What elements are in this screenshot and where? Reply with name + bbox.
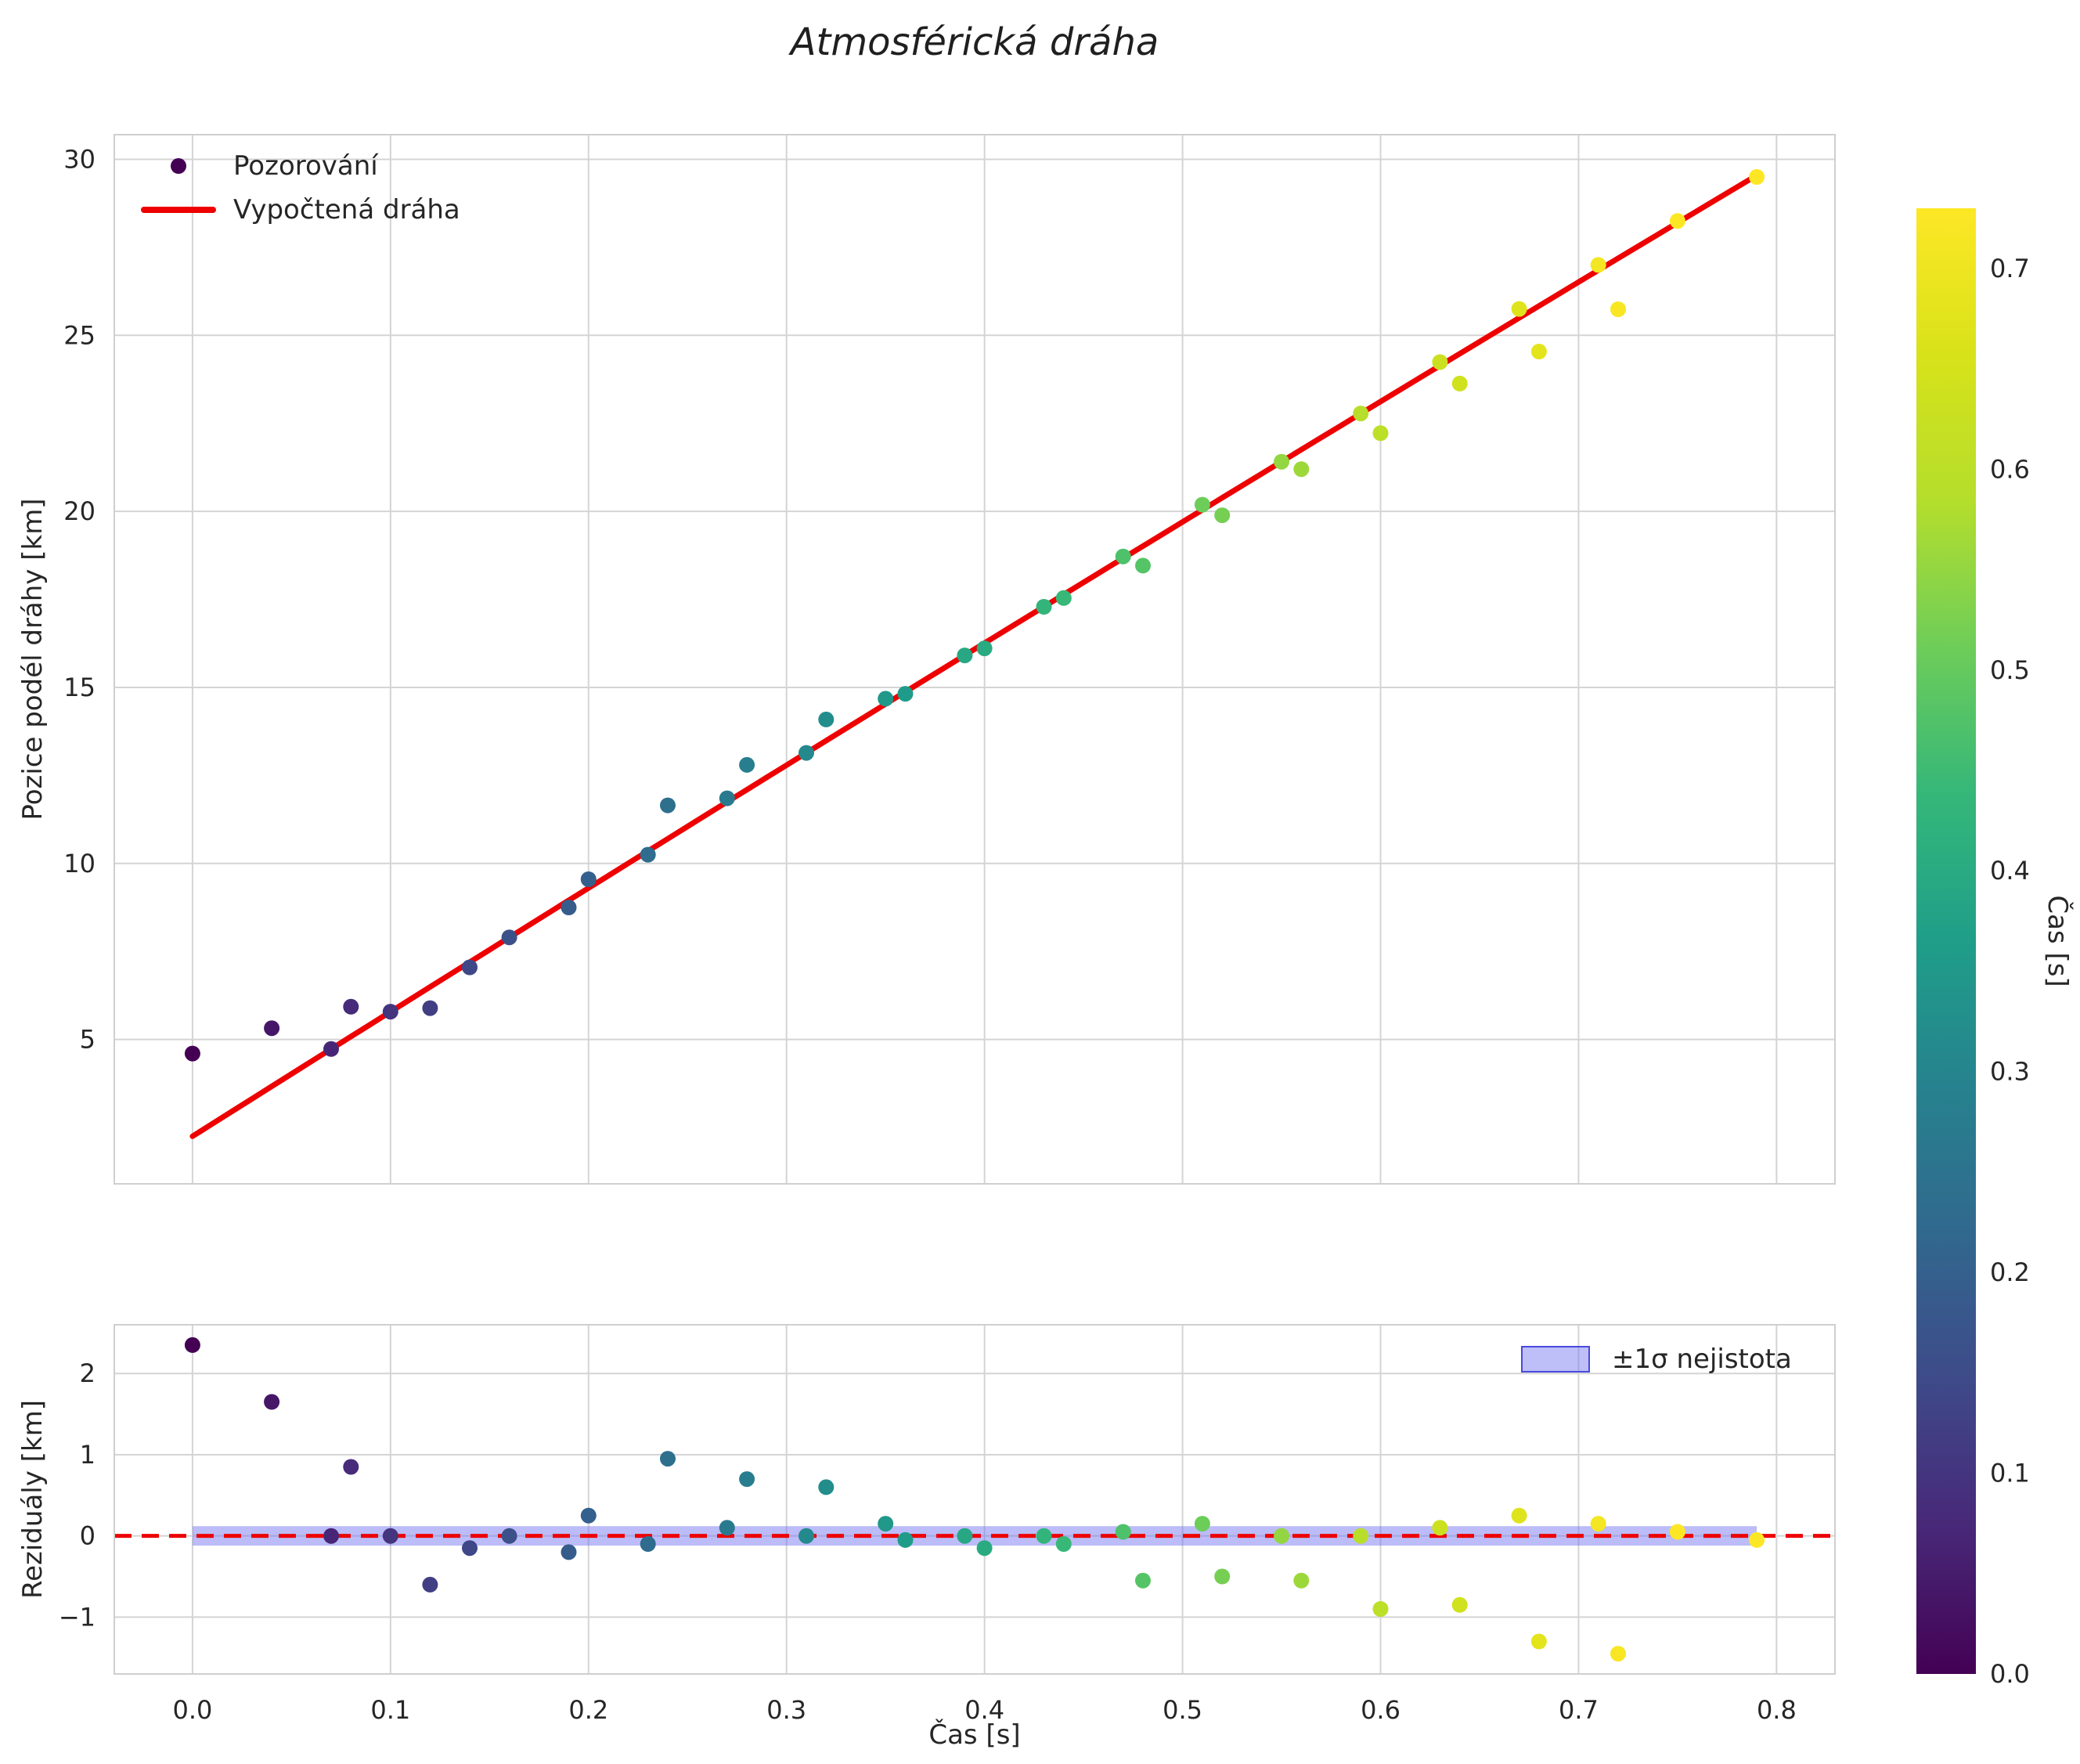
svg-text:0: 0 [80,1521,96,1551]
colorbar-label: Čas [s] [2042,895,2073,987]
colorbar [1916,208,1976,1674]
bottom-plot [114,1324,1836,1675]
bottom-y-axis-label: Reziduály [km] [17,1400,49,1599]
uncertainty-band-icon [1521,1346,1590,1373]
observations-scatter [184,169,1765,1062]
svg-text:0.0: 0.0 [1990,1659,2030,1689]
svg-text:2: 2 [80,1358,96,1388]
top-legend: Pozorování Vypočtená dráha [132,150,460,225]
svg-text:0.4: 0.4 [1990,856,2030,886]
top-y-axis-label: Pozice podél dráhy [km] [17,498,49,821]
svg-text:1: 1 [80,1440,96,1470]
svg-text:10: 10 [63,849,96,878]
legend-label-observations: Pozorování [233,150,378,182]
legend-label-band: ±1σ nejistota [1612,1344,1792,1375]
colorbar-tick-labels: 0.0 0.1 0.2 0.3 0.4 0.5 0.6 0.7 [1990,254,2030,1689]
top-ytick-labels: 5 10 15 20 25 30 [63,144,96,1054]
svg-text:5: 5 [80,1025,96,1055]
x-axis-label: Čas [s] [928,1719,1021,1751]
svg-text:0.5: 0.5 [1990,655,2030,685]
svg-text:0.3: 0.3 [1990,1057,2030,1087]
legend-marker-cell [132,207,225,213]
legend-marker-cell [132,158,225,174]
gridlines [114,135,1835,1184]
svg-text:0.1: 0.1 [1990,1459,2030,1488]
bottom-legend: ±1σ nejistota [1521,1344,1792,1375]
svg-text:0.2: 0.2 [568,1695,608,1725]
svg-text:0.7: 0.7 [1559,1695,1599,1725]
svg-text:15: 15 [63,673,96,702]
svg-text:−1: −1 [59,1602,96,1632]
svg-text:20: 20 [63,496,96,526]
bottom-xtick-labels: 0.0 0.1 0.2 0.3 0.4 0.5 0.6 0.7 0.8 [172,1695,1796,1725]
svg-text:0.8: 0.8 [1757,1695,1797,1725]
legend-item-fit: Vypočtená dráha [132,194,460,225]
svg-text:0.1: 0.1 [370,1695,410,1725]
svg-text:0.3: 0.3 [766,1695,806,1725]
legend-item-band: ±1σ nejistota [1521,1344,1792,1375]
svg-text:0.6: 0.6 [1990,454,2030,484]
svg-text:0.5: 0.5 [1163,1695,1202,1725]
svg-text:0.7: 0.7 [1990,254,2030,283]
svg-text:0.0: 0.0 [172,1695,212,1725]
svg-text:30: 30 [63,144,96,174]
chart-title: Atmosférická dráha [790,20,1159,64]
bottom-ytick-labels: −1 0 1 2 [59,1358,96,1632]
observation-dot-icon [171,158,186,174]
fit-line-icon [141,207,216,213]
svg-text:0.6: 0.6 [1361,1695,1400,1725]
fit-line [189,172,1760,1139]
svg-text:0.4: 0.4 [964,1695,1004,1725]
residuals-scatter [184,1337,1765,1662]
top-plot [114,134,1836,1185]
legend-item-observations: Pozorování [132,150,460,182]
svg-text:0.2: 0.2 [1990,1257,2030,1287]
svg-text:25: 25 [63,320,96,350]
legend-label-fit: Vypočtená dráha [233,194,460,225]
